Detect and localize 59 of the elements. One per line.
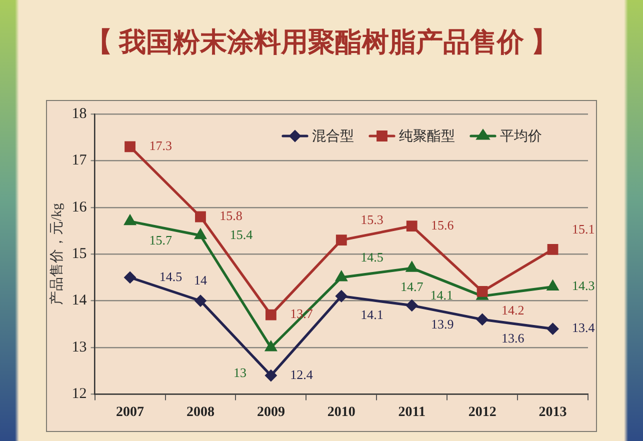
point [406, 299, 418, 312]
data-label: 12.4 [290, 366, 314, 382]
x-tick-label: 2012 [468, 405, 496, 420]
y-tick-label: 18 [72, 106, 87, 122]
data-label: 15.4 [230, 226, 254, 242]
point [335, 270, 348, 282]
point [406, 261, 418, 272]
x-tick-label: 2007 [116, 405, 144, 420]
data-label: 14.5 [159, 268, 182, 284]
point [546, 322, 559, 335]
data-label: 15.3 [360, 212, 384, 228]
point [124, 141, 136, 152]
x-tick-label: 2008 [186, 405, 214, 420]
point [265, 309, 276, 320]
data-label: 15.7 [149, 232, 172, 248]
point [476, 286, 488, 297]
chart-title: 【 我国粉末涂料用聚酯树脂产品售价 】 [84, 26, 559, 59]
point [406, 220, 418, 232]
legend-label: 纯聚酯型 [399, 128, 455, 145]
point [547, 244, 558, 255]
data-label: 14.3 [572, 278, 595, 294]
data-label: 13.9 [431, 316, 454, 332]
data-label: 13.4 [572, 320, 596, 336]
data-label: 15.8 [220, 208, 242, 224]
data-label: 14.7 [400, 279, 424, 294]
point [476, 313, 488, 326]
data-label: 14.1 [430, 288, 453, 303]
data-label: 13 [233, 364, 246, 380]
y-axis-title: 产品售价，元/kg [49, 203, 66, 306]
x-tick-label: 2011 [398, 405, 426, 420]
data-label: 15.6 [431, 218, 454, 232]
x-tick-label: 2009 [256, 405, 285, 420]
point [546, 280, 559, 291]
legend-label: 平均价 [500, 128, 542, 145]
y-tick-label: 14 [72, 292, 88, 309]
y-tick-label: 16 [72, 199, 88, 216]
y-tick-label: 17 [72, 152, 88, 169]
y-tick-label: 12 [72, 386, 87, 402]
data-label: 14.5 [360, 249, 384, 264]
point [194, 294, 206, 307]
data-label: 14.1 [360, 307, 384, 322]
point [336, 234, 347, 246]
x-tick-label: 2013 [538, 405, 567, 420]
point [124, 271, 136, 284]
point [335, 290, 348, 302]
legend-label: 混合型 [312, 128, 354, 145]
point [194, 228, 207, 240]
data-label: 14.2 [502, 302, 524, 318]
data-label: 17.3 [149, 138, 172, 154]
point [195, 211, 206, 222]
data-label: 14 [194, 272, 208, 288]
point [264, 370, 277, 382]
point [124, 214, 136, 226]
x-tick-label: 2010 [327, 405, 356, 420]
point [264, 340, 278, 352]
y-tick-label: 13 [72, 339, 87, 356]
data-label: 15.1 [572, 221, 595, 236]
y-tick-label: 15 [72, 246, 87, 262]
data-label: 13.6 [502, 330, 525, 346]
